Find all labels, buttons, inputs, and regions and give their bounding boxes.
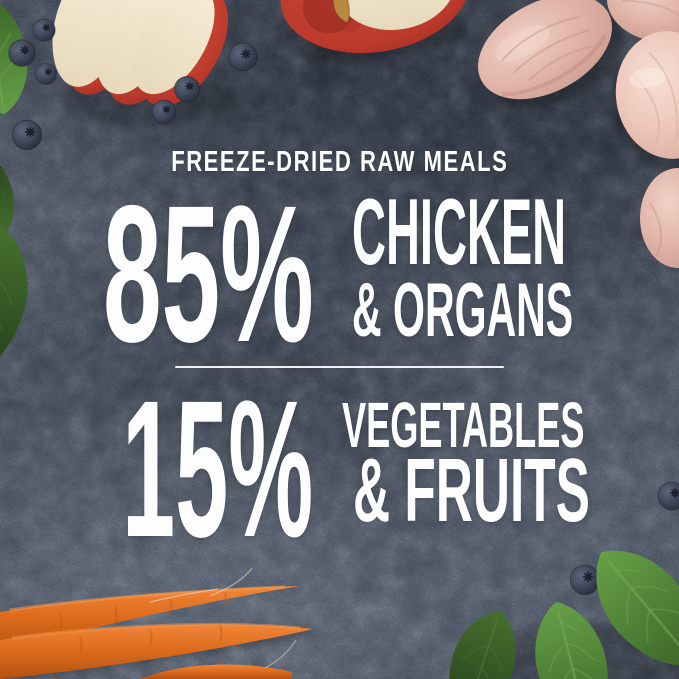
apple-slices-photo xyxy=(52,0,240,126)
stat-85-label-line1: CHICKEN xyxy=(352,179,567,284)
chicken-piece-photo xyxy=(607,0,679,42)
stat-15-label-line2: & FRUITS xyxy=(353,441,590,541)
product-tagline: FREEZE-DRIED RAW MEALS xyxy=(0,148,679,177)
chicken-piece-photo xyxy=(478,0,623,110)
tagline-text: FREEZE-DRIED RAW MEALS xyxy=(170,146,509,178)
apple-stem xyxy=(332,0,350,24)
chicken-pieces-photo xyxy=(478,0,679,268)
stat-15-percent-value: 15% xyxy=(122,360,314,578)
stat-85-label-line2: & ORGANS xyxy=(352,268,574,353)
chicken-piece-photo xyxy=(640,168,679,268)
apple-half-photo xyxy=(280,0,470,63)
carrots-photo xyxy=(0,567,318,679)
chicken-piece-photo xyxy=(611,31,679,170)
divider-line xyxy=(175,366,504,368)
stat-15-label-line1: VEGETABLES xyxy=(342,389,585,461)
stat-85-percent-value: 85% xyxy=(103,165,314,383)
spinach-leaves-photo xyxy=(428,528,679,679)
